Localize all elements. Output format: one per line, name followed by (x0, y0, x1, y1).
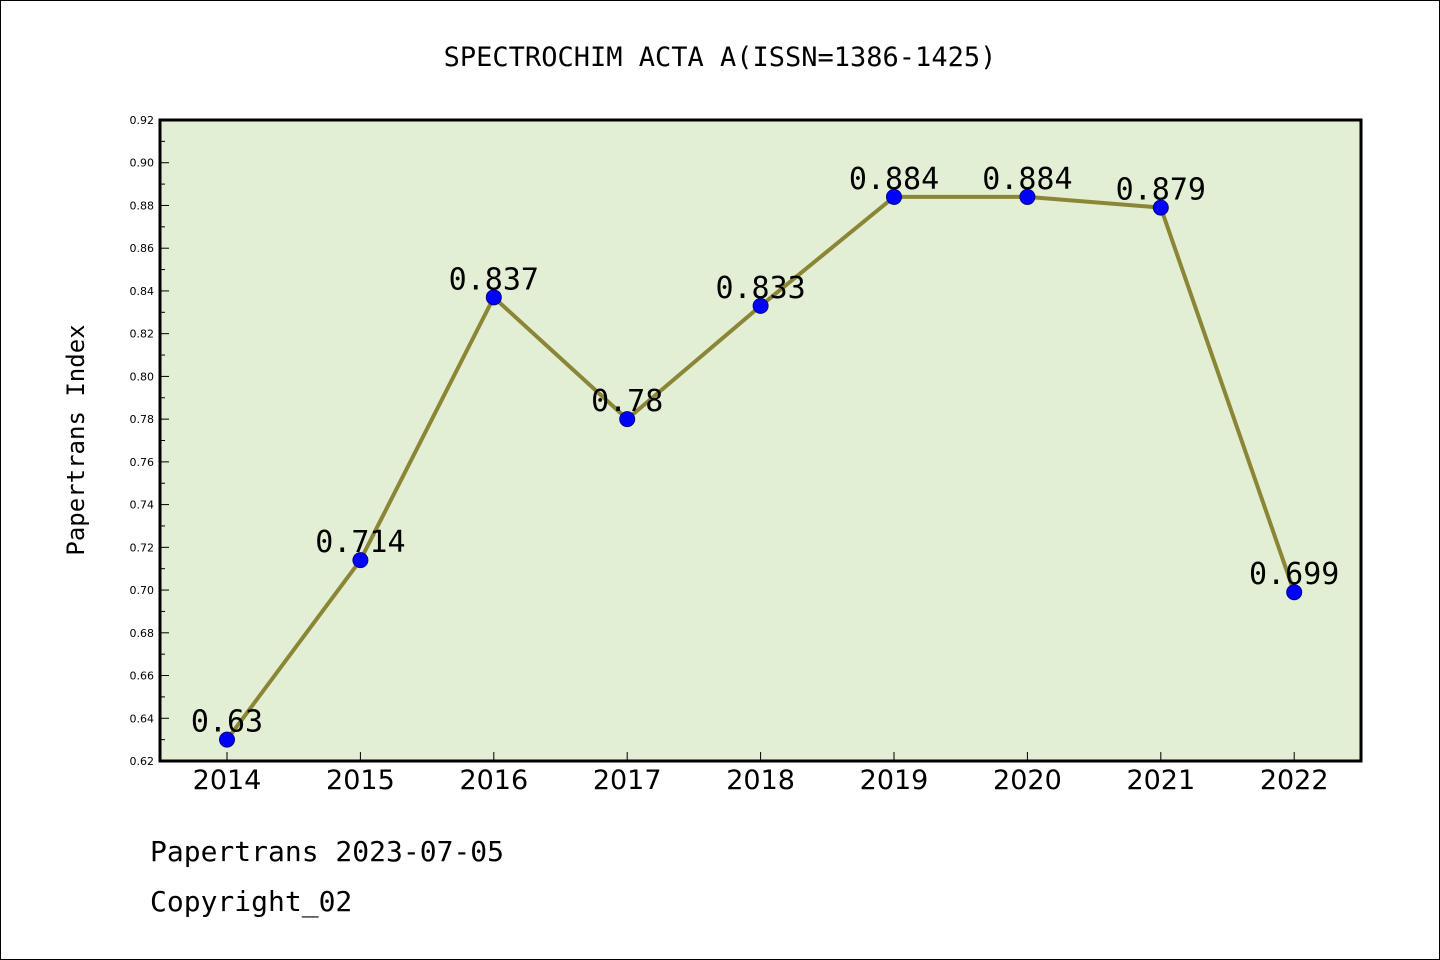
y-tick-label: 0.74 (130, 499, 155, 512)
chart-title: SPECTROCHIM ACTA A(ISSN=1386-1425) (444, 42, 997, 73)
y-tick-label: 0.62 (130, 755, 155, 768)
x-tick-label: 2021 (1126, 765, 1195, 796)
y-tick-label: 0.90 (130, 157, 155, 170)
data-point (619, 411, 636, 428)
data-label: 0.63 (191, 705, 263, 740)
x-tick-label: 2017 (593, 765, 662, 796)
data-point (752, 297, 769, 314)
y-tick-label: 0.84 (130, 285, 155, 298)
data-label: 0.833 (715, 271, 805, 306)
data-point (1152, 199, 1169, 216)
data-label: 0.879 (1116, 173, 1206, 208)
data-point (485, 289, 502, 306)
y-tick-label: 0.76 (130, 456, 155, 469)
y-tick-label: 0.82 (130, 328, 155, 341)
data-point (1286, 584, 1303, 601)
y-tick-label: 0.80 (130, 370, 155, 383)
y-tick-label: 0.68 (130, 627, 155, 640)
x-tick-label: 2022 (1260, 765, 1329, 796)
y-tick-label: 0.92 (130, 114, 155, 127)
footer-date: Papertrans 2023-07-05 (150, 835, 505, 868)
x-tick-label: 2019 (860, 765, 929, 796)
data-point (1019, 188, 1036, 205)
x-tick-label: 2018 (726, 765, 795, 796)
x-tick-label: 2016 (459, 765, 528, 796)
data-label: 0.884 (849, 162, 939, 197)
data-label: 0.714 (315, 525, 405, 560)
data-label: 0.78 (591, 384, 663, 419)
y-tick-label: 0.86 (130, 242, 155, 255)
footer-copyright: Copyright_02 (150, 885, 353, 918)
data-point (352, 552, 369, 569)
data-point (886, 188, 902, 205)
x-tick-label: 2015 (326, 765, 395, 796)
y-tick-label: 0.64 (130, 712, 155, 725)
y-tick-label: 0.70 (130, 584, 155, 597)
y-tick-label: 0.78 (130, 413, 155, 426)
y-tick-label: 0.72 (130, 541, 155, 554)
data-label: 0.837 (449, 262, 539, 297)
x-tick-label: 2020 (993, 765, 1062, 796)
data-label: 0.884 (982, 162, 1072, 197)
y-tick-label: 0.88 (130, 199, 155, 212)
plot-area (158, 118, 1363, 763)
data-label: 0.699 (1249, 557, 1339, 592)
y-axis-label: Papertrans Index (62, 324, 90, 555)
x-tick-label: 2014 (193, 765, 262, 796)
y-tick-label: 0.66 (130, 670, 155, 683)
data-point (219, 731, 235, 748)
